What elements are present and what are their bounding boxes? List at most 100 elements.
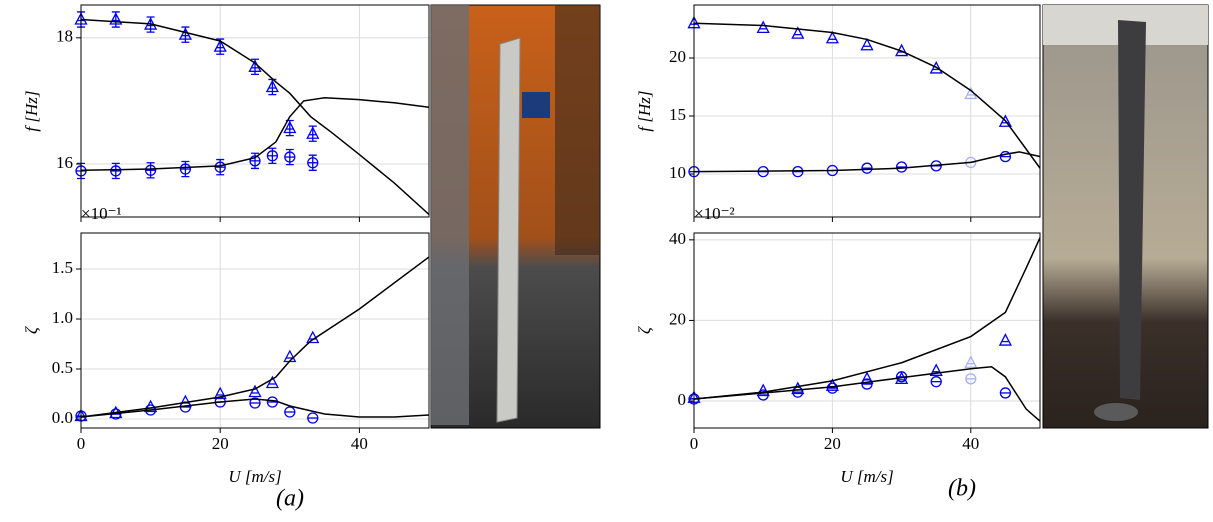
- y-axis-label: ζ: [635, 326, 654, 334]
- y-axis-label: f [Hz]: [22, 90, 41, 131]
- axes-frame: [80, 4, 430, 218]
- x-tick-label: 20: [212, 434, 229, 453]
- data-point: [999, 150, 1012, 163]
- marker-triangle: [213, 386, 227, 400]
- marker-triangle: [265, 79, 279, 93]
- photo-a: [430, 4, 601, 429]
- data-point: [998, 333, 1012, 346]
- data-point: [930, 376, 942, 388]
- x-tick-label: 0: [77, 434, 86, 453]
- data-point: [861, 378, 873, 390]
- marker-triangle: [929, 61, 943, 74]
- data-point: [214, 158, 226, 176]
- data-point: [248, 384, 262, 398]
- axes-frame: [80, 232, 430, 429]
- data-point: [266, 147, 279, 165]
- data-point: [757, 389, 769, 401]
- data-point: [284, 406, 296, 418]
- data-point: [307, 154, 319, 171]
- marker-triangle: [998, 114, 1012, 127]
- data-point: [284, 148, 296, 166]
- marker-triangle: [109, 12, 123, 25]
- marker-triangle: [756, 20, 770, 33]
- data-point: [178, 26, 192, 43]
- marker-triangle: [283, 120, 297, 134]
- data-point: [860, 37, 874, 51]
- marker-triangle: [929, 363, 943, 376]
- marker-triangle: [213, 39, 227, 52]
- caption: (a): [276, 486, 304, 512]
- marker-triangle: [265, 375, 279, 389]
- x-tick-label: 0: [690, 434, 699, 453]
- marker-triangle: [306, 126, 320, 139]
- data-point: [249, 397, 261, 409]
- data-point: [756, 20, 770, 33]
- model-line: [81, 398, 429, 418]
- y-tick-label: 10: [669, 163, 686, 182]
- marker-triangle: [860, 371, 874, 384]
- y-axis-label: f [Hz]: [635, 90, 654, 131]
- photo-b: [1042, 4, 1209, 429]
- axes-frame: [693, 232, 1041, 429]
- marker-triangle: [283, 349, 297, 363]
- data-point: [929, 363, 943, 376]
- data-point: [965, 373, 977, 385]
- data-point: [249, 152, 261, 170]
- x-tick-label: 20: [824, 434, 841, 453]
- data-point: [895, 161, 908, 173]
- x-tick-label: 40: [962, 434, 979, 453]
- marker-triangle: [998, 333, 1012, 346]
- y-tick-label: 20: [669, 47, 686, 66]
- data-point: [109, 11, 123, 28]
- data-point: [861, 162, 873, 174]
- data-point: [144, 162, 157, 179]
- data-point: [825, 30, 839, 44]
- model-line: [81, 18, 429, 216]
- marker-triangle: [178, 27, 192, 40]
- model-line: [694, 237, 1040, 400]
- data-point: [791, 26, 805, 39]
- x-axis-label: U [m/s]: [228, 467, 281, 486]
- data-point: [826, 382, 839, 394]
- y-tick-label: 16: [56, 153, 73, 172]
- caption: (b): [948, 476, 976, 502]
- y-tick-label: 15: [669, 105, 686, 124]
- y-tick-label: 18: [56, 27, 73, 46]
- data-point: [306, 125, 320, 142]
- model-line: [694, 151, 1040, 173]
- axis-scale-label: ×10⁻²: [694, 204, 735, 223]
- data-point: [964, 355, 978, 368]
- data-point: [110, 162, 122, 180]
- data-point: [179, 160, 192, 178]
- marker-triangle: [860, 37, 874, 51]
- y-tick-label: 1.5: [52, 258, 73, 277]
- data-point: [283, 349, 297, 363]
- data-point: [792, 386, 804, 398]
- y-tick-label: 0: [678, 390, 687, 409]
- data-point: [266, 396, 279, 408]
- marker-triangle: [791, 26, 805, 39]
- model-line: [81, 96, 429, 172]
- y-tick-label: 0.0: [52, 408, 73, 427]
- marker-triangle: [825, 378, 839, 391]
- y-tick-label: 20: [669, 309, 686, 328]
- model-line: [694, 22, 1040, 169]
- marker-triangle: [825, 30, 839, 44]
- marker-triangle: [248, 384, 262, 398]
- axes-frame: [693, 4, 1041, 218]
- x-tick-label: 40: [351, 434, 368, 453]
- data-point: [265, 375, 279, 389]
- x-axis-label: U [m/s]: [840, 467, 893, 486]
- axis-scale-label: ×10⁻¹: [81, 204, 122, 223]
- marker-triangle: [964, 355, 978, 368]
- data-point: [265, 78, 279, 96]
- model-line: [81, 256, 429, 418]
- y-tick-label: 40: [669, 229, 686, 248]
- y-axis-label: ζ: [22, 326, 41, 334]
- y-tick-label: 0.5: [52, 358, 73, 377]
- data-point: [213, 386, 227, 400]
- y-tick-label: 1.0: [52, 308, 73, 327]
- model-line: [694, 365, 1040, 422]
- data-point: [307, 412, 319, 424]
